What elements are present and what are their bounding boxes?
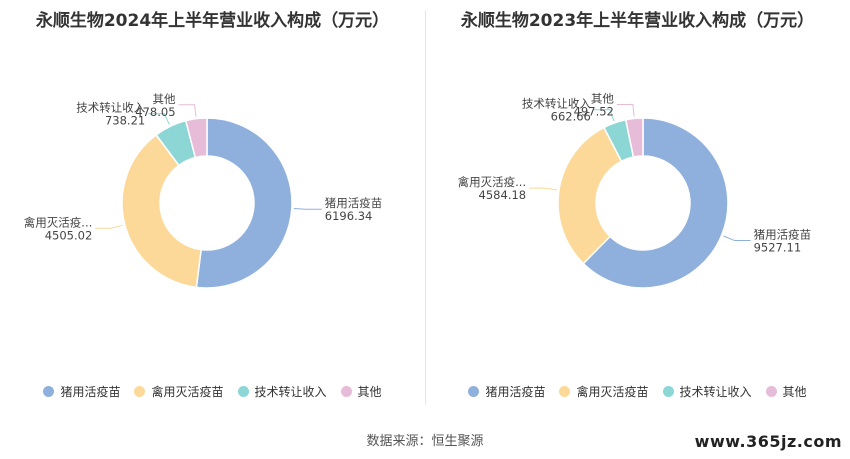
legend-marker (237, 386, 249, 397)
legend-item[interactable]: 猪用活疫苗 (468, 383, 545, 400)
donut-slice-0 (195, 117, 293, 289)
legend-marker (765, 386, 777, 397)
label-leader-line (178, 104, 197, 117)
label-leader-line (723, 235, 751, 242)
legend-label: 禽用灭活疫苗 (576, 385, 649, 399)
legend-marker (43, 386, 55, 397)
slice-value-label: 9527.11 (754, 241, 802, 255)
chart-title: 永顺生物2023年上半年营业收入构成（万元） (460, 11, 815, 31)
slice-name-label: 猪用活疫苗 (754, 228, 812, 242)
slice-name-label: 禽用灭活疫... (458, 175, 526, 189)
donut-slice-1 (557, 126, 623, 265)
slice-name-label: 禽用灭活疫... (24, 215, 92, 229)
label-leader-line (95, 224, 124, 229)
legend-marker (559, 386, 571, 397)
legend-label: 猪用活疫苗 (60, 385, 121, 399)
legend-marker (468, 386, 480, 397)
panel-divider (425, 10, 426, 405)
slice-name-label: 猪用活疫苗 (325, 196, 383, 210)
chart-legend: 猪用活疫苗 禽用灭活疫苗 技术转让收入 其他 (0, 383, 425, 400)
label-leader-line (616, 104, 635, 117)
chart-title: 永顺生物2024年上半年营业收入构成（万元） (35, 11, 390, 31)
site-watermark: www.365jz.com (694, 432, 842, 451)
legend-label: 猪用活疫苗 (485, 385, 546, 399)
legend-item[interactable]: 其他 (340, 383, 382, 400)
slice-name-label: 技术转让收入 (522, 97, 591, 111)
slice-name-label: 技术转让收入 (76, 101, 145, 115)
label-leader-line (529, 187, 558, 191)
slice-value-label: 662.66 (551, 110, 591, 124)
donut-slice-0 (582, 117, 729, 289)
legend-marker (662, 386, 674, 397)
legend-item[interactable]: 禽用灭活疫苗 (559, 383, 649, 400)
chart-legend: 猪用活疫苗 禽用灭活疫苗 技术转让收入 其他 (425, 383, 850, 400)
legend-item[interactable]: 技术转让收入 (237, 383, 327, 400)
chart-panel-2024: 永顺生物2024年上半年营业收入构成（万元） 猪用活疫苗 6196.34 禽用灭活疫… (0, 0, 425, 405)
chart-panel-2023: 永顺生物2023年上半年营业收入构成（万元） 猪用活疫苗 9527.11 禽用灭活疫… (425, 0, 850, 405)
legend-marker (340, 386, 352, 397)
legend-item[interactable]: 技术转让收入 (662, 383, 752, 400)
slice-value-label: 497.52 (574, 105, 614, 119)
legend-label: 技术转让收入 (254, 385, 327, 399)
legend-item[interactable]: 其他 (765, 383, 807, 400)
legend-marker (134, 386, 146, 397)
slice-value-label: 738.21 (105, 114, 145, 128)
legend-label: 其他 (357, 385, 382, 399)
slice-value-label: 6196.34 (325, 209, 373, 223)
label-leader-line (593, 109, 615, 122)
donut-slice-1 (121, 133, 202, 289)
slice-value-label: 4505.02 (45, 228, 93, 242)
slice-name-label: 其他 (153, 92, 176, 106)
legend-item[interactable]: 禽用灭活疫苗 (134, 383, 224, 400)
data-source-note: 数据来源：恒生聚源 (366, 434, 484, 449)
slice-name-label: 其他 (591, 92, 614, 106)
legend-label: 其他 (782, 385, 807, 399)
legend-label: 禽用灭活疫苗 (151, 385, 224, 399)
slice-value-label: 4584.18 (479, 188, 527, 202)
label-leader-line (148, 113, 170, 125)
label-leader-line (293, 207, 322, 210)
legend-item[interactable]: 猪用活疫苗 (43, 383, 120, 400)
slice-value-label: 478.05 (135, 105, 175, 119)
donut-slice-3 (184, 117, 208, 159)
legend-label: 技术转让收入 (679, 385, 752, 399)
donut-slice-3 (624, 117, 644, 158)
